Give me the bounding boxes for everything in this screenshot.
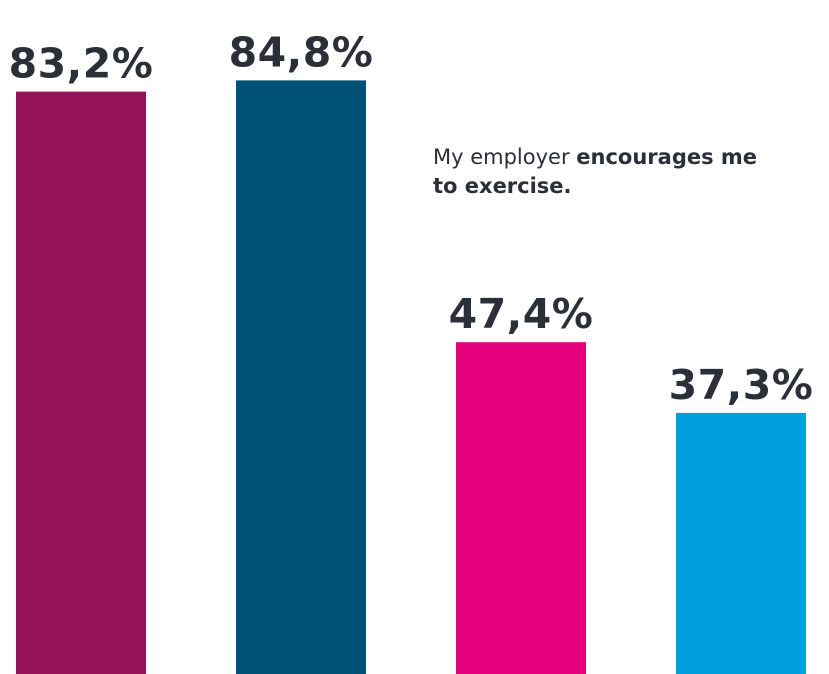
chart-annotation: My employer encourages me to exercise. bbox=[433, 143, 825, 201]
annotation-bold-text-2: to exercise. bbox=[433, 174, 572, 198]
bar-value-label-2: 84,8% bbox=[229, 28, 374, 76]
bars-group bbox=[16, 80, 806, 674]
bar-1 bbox=[16, 91, 146, 674]
bar-4 bbox=[676, 412, 806, 674]
annotation-bold-text-1: encourages me bbox=[576, 145, 758, 169]
value-labels-group: 83,2% 84,8% 47,4% 37,3% bbox=[9, 28, 814, 409]
bar-3 bbox=[456, 342, 586, 674]
annotation-regular-text: My employer bbox=[433, 145, 577, 169]
bar-value-label-4: 37,3% bbox=[669, 361, 814, 409]
bar-2 bbox=[236, 80, 366, 674]
bar-value-label-1: 83,2% bbox=[9, 40, 154, 88]
bar-value-label-3: 47,4% bbox=[449, 290, 594, 338]
